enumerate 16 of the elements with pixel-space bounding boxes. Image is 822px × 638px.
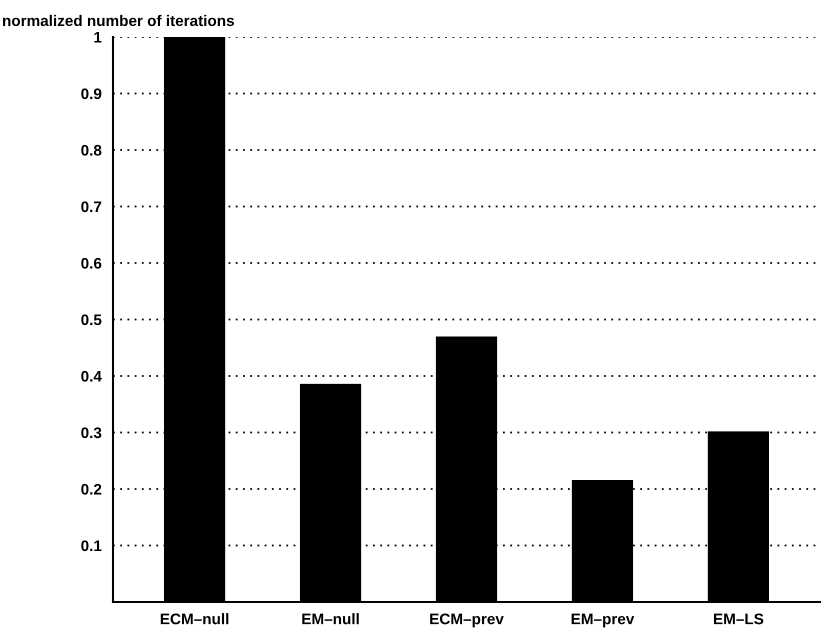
y-tick-label: 1 (94, 32, 102, 43)
x-tick-label: ECM–null (160, 613, 228, 624)
y-tick-label: 0.7 (81, 201, 102, 212)
y-tick-label: 0.5 (81, 314, 102, 326)
y-tick-label: 0.6 (81, 258, 102, 269)
x-tick-label: EM–null (302, 613, 359, 624)
x-tick-label: EM–prev (572, 614, 634, 628)
y-tick-label: 0.2 (81, 484, 102, 495)
x-tick-label: EM–LS (714, 614, 764, 624)
y-tick-label: 0.3 (81, 427, 102, 438)
y-tick-label: 0.9 (81, 88, 102, 100)
y-tick-label: 0.1 (81, 540, 102, 552)
x-tick-label: ECM–prev (430, 614, 504, 628)
y-axis-title: normalized number of iterations (3, 14, 234, 26)
y-tick-label: 0.4 (81, 370, 102, 382)
y-tick-label: 0.8 (81, 144, 102, 156)
